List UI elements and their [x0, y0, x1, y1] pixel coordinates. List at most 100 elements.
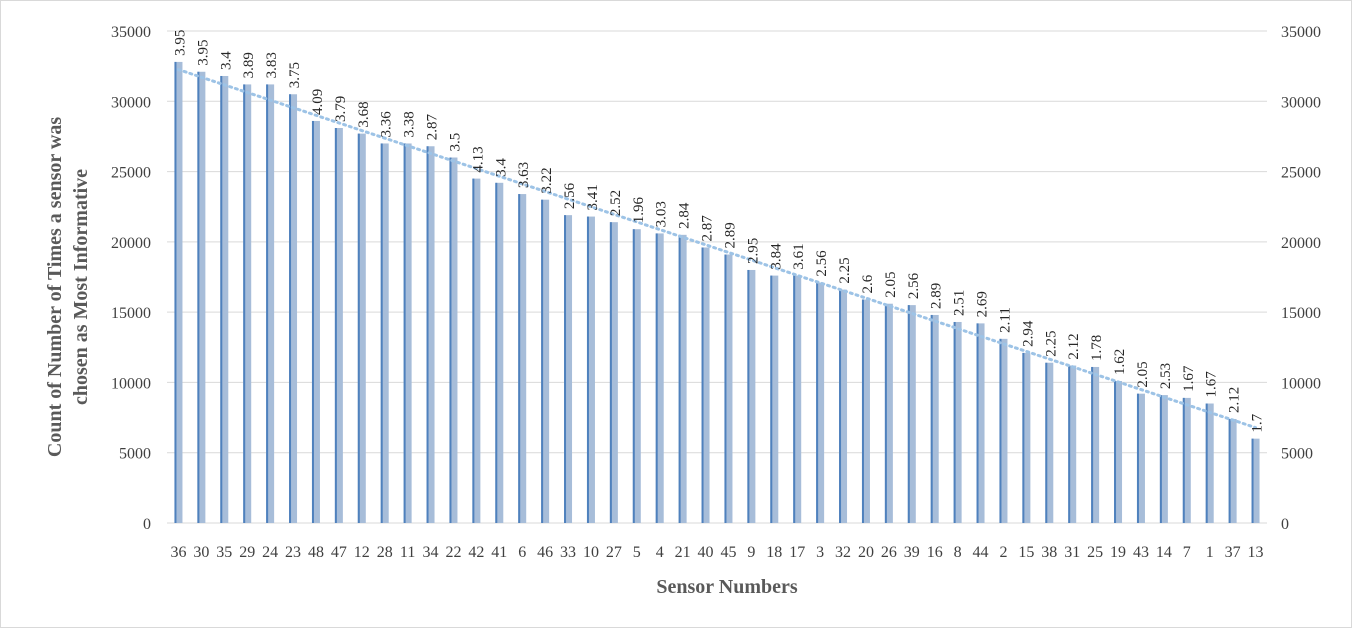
x-tick-label: 34 — [423, 544, 439, 561]
bar-edge — [174, 61, 177, 523]
bar-edge — [884, 303, 887, 523]
bar-edge — [655, 233, 658, 523]
bar-edge — [678, 234, 681, 524]
bar-edge — [1068, 365, 1071, 523]
bar — [930, 314, 939, 523]
x-tick-label: 2 — [999, 544, 1007, 561]
data-label: 2.56 — [906, 272, 922, 299]
bar-edge — [243, 84, 246, 523]
data-label: 3.5 — [447, 133, 463, 152]
x-tick-label: 47 — [331, 544, 347, 561]
bar — [334, 127, 343, 523]
x-tick-label: 28 — [377, 544, 393, 561]
bar — [380, 143, 389, 523]
trendline-line — [176, 68, 1258, 430]
bar — [770, 275, 779, 523]
bar-edge — [1114, 381, 1117, 523]
x-tick-label: 23 — [285, 544, 301, 561]
bar — [655, 233, 664, 523]
bar-edge — [839, 289, 842, 523]
data-label: 2.87 — [700, 215, 716, 242]
bar — [1228, 418, 1237, 523]
y-tick-label: 20000 — [111, 235, 151, 252]
bar — [632, 229, 641, 523]
bar — [1114, 381, 1123, 523]
data-label: 3.79 — [333, 96, 349, 122]
bar — [839, 289, 848, 523]
x-tick-label: 38 — [1041, 544, 1057, 561]
x-tick-label: 20 — [858, 544, 874, 561]
bar-edge — [999, 338, 1002, 523]
bar — [289, 94, 298, 523]
trendline — [176, 68, 1258, 430]
x-tick-label: 22 — [445, 544, 461, 561]
bar-edge — [861, 299, 864, 523]
y-axis-title-line: chosen as Most Informative — [70, 169, 92, 405]
x-tick-label: 4 — [656, 544, 664, 561]
y2-tick-label: 35000 — [1281, 24, 1321, 41]
x-tick-label: 18 — [766, 544, 782, 561]
bar-edge — [426, 146, 429, 524]
data-label: 2.12 — [1066, 333, 1082, 359]
bar-edge — [907, 305, 910, 523]
data-label: 4.09 — [310, 89, 326, 115]
x-tick-label: 32 — [835, 544, 851, 561]
y2-tick-label: 20000 — [1281, 235, 1321, 252]
bar — [747, 269, 756, 523]
bar-edge — [724, 254, 727, 523]
x-tick-label: 12 — [354, 544, 370, 561]
x-tick-label: 14 — [1156, 544, 1172, 561]
x-tick-label: 40 — [698, 544, 714, 561]
y-tick-label: 10000 — [111, 375, 151, 392]
data-label: 3.22 — [539, 167, 555, 193]
bar-edge — [609, 222, 612, 524]
y-axis-title-line: Count of Number of Times a sensor was — [44, 117, 66, 457]
bar-edge — [289, 94, 292, 523]
data-label: 2.89 — [929, 283, 945, 309]
bar-edge — [1251, 438, 1254, 523]
data-label: 3.03 — [654, 201, 670, 227]
bar — [1068, 365, 1077, 523]
bar-edge — [449, 157, 452, 523]
data-label: 2.25 — [1043, 330, 1059, 356]
data-label: 1.67 — [1204, 371, 1220, 398]
x-tick-label: 45 — [720, 544, 736, 561]
y2-tick-label: 15000 — [1281, 305, 1321, 322]
bar — [197, 71, 206, 523]
bar-edge — [701, 247, 704, 524]
x-tick-label: 48 — [308, 544, 324, 561]
y2-tick-label: 0 — [1281, 516, 1289, 533]
bar-edge — [1182, 397, 1185, 523]
bar-edge — [334, 127, 337, 523]
x-tick-label: 9 — [747, 544, 755, 561]
x-tick-label: 6 — [518, 544, 526, 561]
bar-edge — [953, 321, 956, 523]
x-tick-label: 43 — [1133, 544, 1149, 561]
x-tick-label: 7 — [1183, 544, 1191, 561]
data-label: 1.62 — [1112, 349, 1128, 375]
bar — [976, 323, 985, 523]
x-tick-label: 3 — [816, 544, 824, 561]
bar-edge — [793, 275, 796, 523]
bar-edge — [1022, 352, 1025, 523]
x-tick-label: 11 — [400, 544, 415, 561]
x-tick-label: 17 — [789, 544, 805, 561]
y2-tick-label: 25000 — [1281, 165, 1321, 182]
bar — [1136, 393, 1145, 523]
data-label: 2.95 — [745, 238, 761, 264]
bar-edge — [197, 71, 200, 523]
x-axis-title: Sensor Numbers — [656, 576, 798, 598]
data-label: 3.68 — [356, 101, 372, 127]
y-tick-label: 25000 — [111, 165, 151, 182]
bar-edge — [472, 178, 475, 523]
y2-tick-label: 5000 — [1281, 446, 1313, 463]
bar — [1251, 438, 1260, 523]
x-tick-label: 31 — [1064, 544, 1080, 561]
bar — [541, 199, 550, 523]
y2-tick-label: 30000 — [1281, 94, 1321, 111]
bar-edge — [220, 75, 223, 524]
x-tick-label: 1 — [1206, 544, 1214, 561]
bar — [403, 143, 412, 523]
